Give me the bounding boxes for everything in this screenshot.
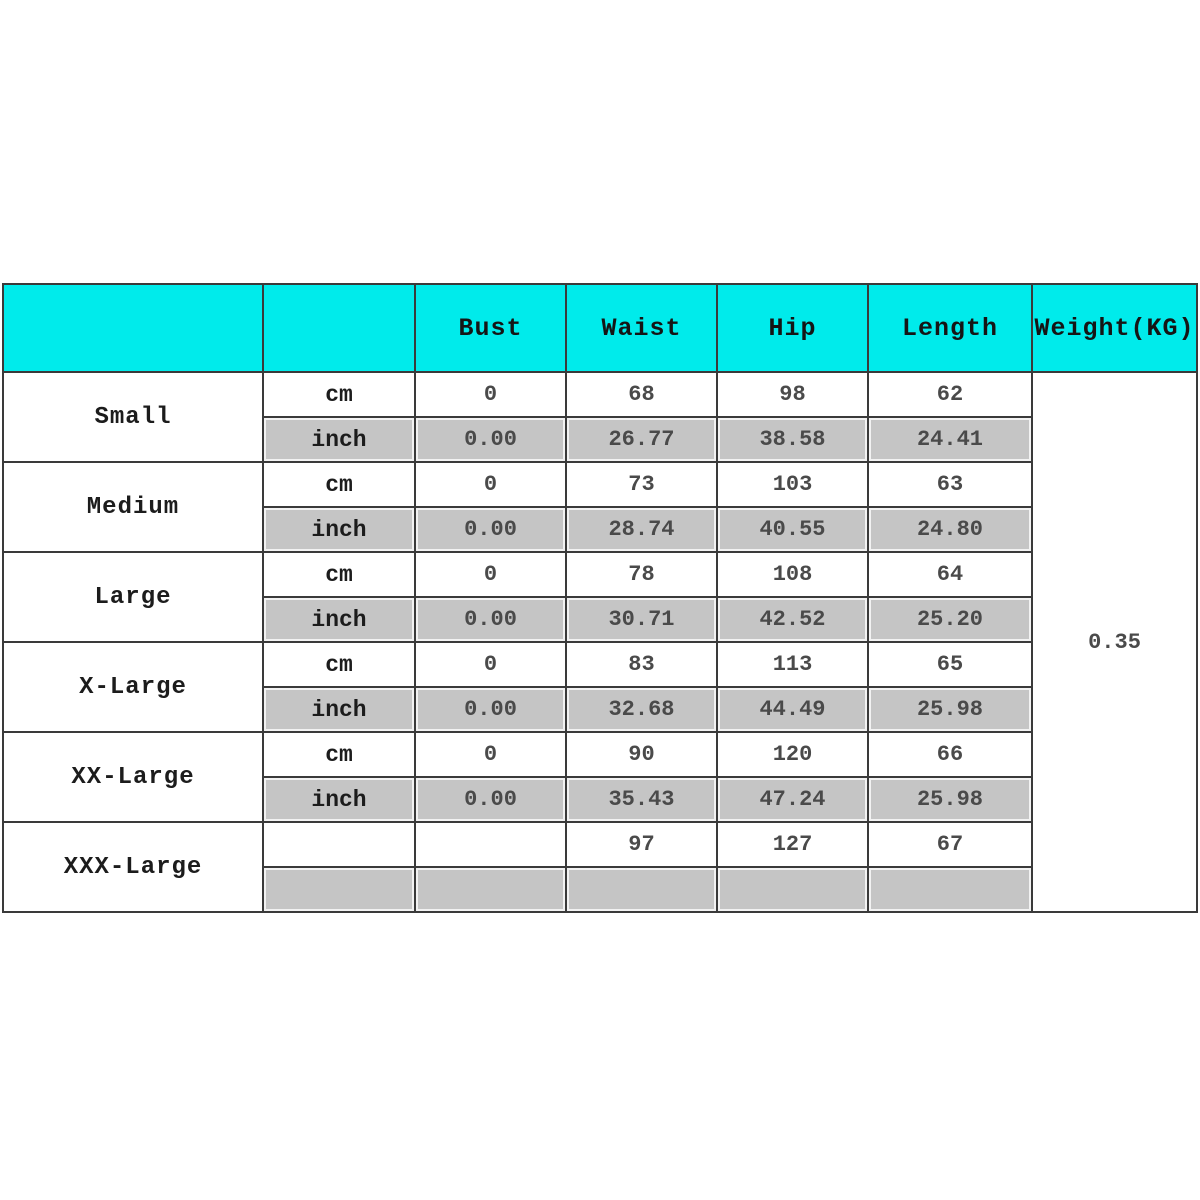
unit-cell: inch [262, 416, 416, 463]
size-chart-table: Bust Waist Hip Length Weight(KG) Small c… [2, 283, 1198, 913]
data-cell: 0 [414, 641, 567, 688]
data-cell: 25.98 [867, 686, 1033, 733]
size-label-cell: Large [2, 551, 264, 643]
data-cell: 42.52 [716, 596, 869, 643]
data-cell: 26.77 [565, 416, 718, 463]
data-cell: 0.00 [414, 686, 567, 733]
data-cell: 25.20 [867, 596, 1033, 643]
data-cell: 103 [716, 461, 869, 508]
data-cell: 64 [867, 551, 1033, 598]
data-cell: 0.00 [414, 776, 567, 823]
data-cell: 0 [414, 551, 567, 598]
table-row-xxlarge-inch: inch 0.00 35.43 47.24 25.98 [3, 776, 1197, 823]
data-cell: 0.00 [414, 506, 567, 553]
unit-cell: cm [262, 731, 416, 778]
data-cell: 113 [716, 641, 869, 688]
header-waist: Waist [565, 283, 718, 373]
data-cell: 63 [867, 461, 1033, 508]
unit-cell: cm [262, 371, 416, 418]
data-cell: 44.49 [716, 686, 869, 733]
table-row-large-cm: Large cm 0 78 108 64 [2, 551, 1197, 643]
table-row-large-inch: inch 0.00 30.71 42.52 25.20 [3, 596, 1197, 643]
table-row-xxlarge-cm: XX-Large cm 0 90 120 66 [2, 731, 1197, 823]
unit-cell: cm [262, 551, 416, 598]
data-cell: 108 [716, 551, 869, 598]
data-cell [414, 821, 567, 868]
data-cell: 47.24 [716, 776, 869, 823]
data-cell: 83 [565, 641, 718, 688]
table-row-xlarge-inch: inch 0.00 32.68 44.49 25.98 [3, 686, 1197, 733]
header-weight: Weight(KG) [1031, 283, 1198, 373]
data-cell: 0 [414, 731, 567, 778]
size-label-cell: XXX-Large [2, 821, 264, 913]
size-label-cell: X-Large [2, 641, 264, 733]
data-cell: 0.00 [414, 596, 567, 643]
unit-cell: inch [262, 596, 416, 643]
data-cell: 90 [565, 731, 718, 778]
data-cell [565, 866, 718, 913]
data-cell: 67 [867, 821, 1033, 868]
data-cell: 78 [565, 551, 718, 598]
header-empty-unit [262, 283, 416, 373]
data-cell: 68 [565, 371, 718, 418]
data-cell [414, 866, 567, 913]
data-cell: 30.71 [565, 596, 718, 643]
header-empty-size [2, 283, 264, 373]
data-cell: 0 [414, 371, 567, 418]
data-cell: 66 [867, 731, 1033, 778]
unit-cell: cm [262, 461, 416, 508]
data-cell [867, 866, 1033, 913]
header-length: Length [867, 283, 1033, 373]
data-cell: 97 [565, 821, 718, 868]
data-cell: 127 [716, 821, 869, 868]
data-cell: 35.43 [565, 776, 718, 823]
table-row-small-inch: inch 0.00 26.77 38.58 24.41 [3, 416, 1197, 463]
unit-cell: cm [262, 641, 416, 688]
table-row-medium-cm: Medium cm 0 73 103 63 [2, 461, 1197, 553]
header-hip: Hip [716, 283, 869, 373]
size-label-cell: XX-Large [2, 731, 264, 823]
data-cell: 24.80 [867, 506, 1033, 553]
unit-cell: inch [262, 776, 416, 823]
unit-cell [262, 866, 416, 913]
data-cell: 0.00 [414, 416, 567, 463]
unit-cell [262, 821, 416, 868]
table-row-xxxlarge-cm: XXX-Large 97 127 67 [2, 821, 1197, 913]
size-label-cell: Medium [2, 461, 264, 553]
unit-cell: inch [262, 686, 416, 733]
table-row-xxxlarge-inch [3, 866, 1197, 913]
data-cell: 40.55 [716, 506, 869, 553]
header-row: Bust Waist Hip Length Weight(KG) [2, 283, 1198, 373]
data-cell: 120 [716, 731, 869, 778]
weight-value-cell: 0.35 [1031, 371, 1198, 913]
table-row-small-cm: Small cm 0 68 98 62 0.35 [2, 371, 1198, 913]
table-row-xlarge-cm: X-Large cm 0 83 113 65 [2, 641, 1197, 733]
data-cell: 28.74 [565, 506, 718, 553]
data-cell: 0 [414, 461, 567, 508]
size-label-cell: Small [2, 371, 264, 463]
data-cell: 62 [867, 371, 1033, 418]
header-bust: Bust [414, 283, 567, 373]
data-cell: 65 [867, 641, 1033, 688]
data-cell: 25.98 [867, 776, 1033, 823]
data-cell [716, 866, 869, 913]
unit-cell: inch [262, 506, 416, 553]
table-row-medium-inch: inch 0.00 28.74 40.55 24.80 [3, 506, 1197, 553]
data-cell: 73 [565, 461, 718, 508]
data-cell: 98 [716, 371, 869, 418]
data-cell: 24.41 [867, 416, 1033, 463]
data-cell: 38.58 [716, 416, 869, 463]
data-cell: 32.68 [565, 686, 718, 733]
